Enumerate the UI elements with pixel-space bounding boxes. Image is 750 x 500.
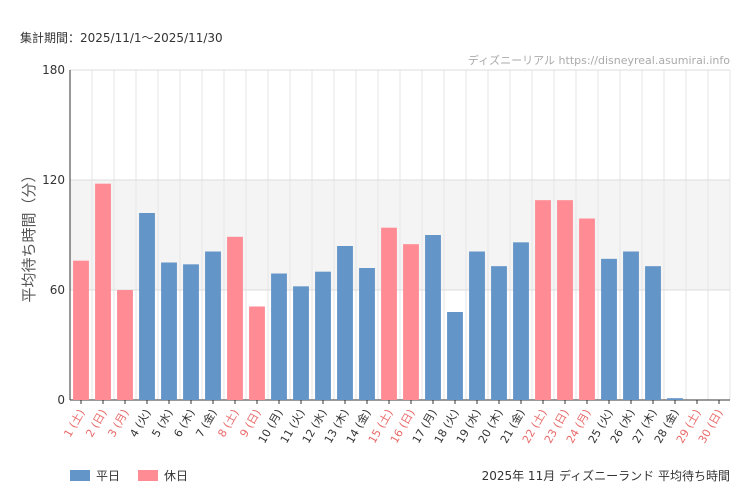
- y-tick-label: 0: [57, 393, 65, 407]
- legend: 平日 休日: [70, 467, 188, 484]
- bar-day-27: [645, 266, 661, 400]
- bar-day-21: [513, 242, 529, 400]
- legend-swatch-weekday: [70, 470, 90, 481]
- bar-day-20: [491, 266, 507, 400]
- y-axis-title: 平均待ち時間（分）: [20, 167, 38, 302]
- legend-label-holiday: 休日: [164, 469, 189, 483]
- legend-swatch-holiday: [138, 470, 159, 481]
- x-tick-label: 6 (木): [171, 407, 197, 440]
- legend-item-holiday: 休日: [138, 467, 188, 484]
- bar-day-15: [381, 227, 397, 400]
- bar-day-1: [73, 260, 89, 400]
- x-tick-label: 3 (月): [105, 407, 131, 440]
- bar-day-7: [205, 251, 221, 400]
- legend-item-weekday: 平日: [70, 467, 120, 484]
- y-tick-label: 60: [50, 283, 65, 297]
- x-tick-label: 5 (水): [149, 407, 175, 440]
- bar-day-14: [359, 268, 375, 400]
- bar-day-25: [601, 258, 617, 400]
- bar-day-9: [249, 306, 265, 400]
- bar-day-5: [161, 262, 177, 400]
- chart-caption: 2025年 11月 ディズニーランド 平均待ち時間: [481, 469, 730, 483]
- bar-day-24: [579, 218, 595, 400]
- bar-day-19: [469, 251, 485, 400]
- bar-day-26: [623, 251, 639, 400]
- bar-day-2: [95, 183, 111, 400]
- bar-day-28: [667, 398, 683, 400]
- bar-day-18: [447, 312, 463, 400]
- bar-day-17: [425, 235, 441, 400]
- bar-day-13: [337, 246, 353, 400]
- bar-day-10: [271, 273, 287, 400]
- legend-label-weekday: 平日: [96, 469, 121, 483]
- x-tick-label: 1 (土): [61, 407, 87, 440]
- bar-day-16: [403, 244, 419, 400]
- x-tick-label: 7 (金): [192, 407, 219, 440]
- bar-day-8: [227, 236, 243, 400]
- bar-day-23: [557, 200, 573, 400]
- bar-day-4: [139, 213, 155, 400]
- x-tick-label: 4 (火): [127, 407, 153, 440]
- bar-day-6: [183, 264, 199, 400]
- bar-day-22: [535, 200, 551, 400]
- y-tick-label: 120: [42, 173, 65, 187]
- x-tick-label: 8 (土): [215, 407, 241, 440]
- y-tick-label: 180: [42, 63, 65, 77]
- bar-day-3: [117, 290, 133, 400]
- source-label: ディズニーリアル https://disneyreal.asumirai.inf…: [467, 54, 730, 67]
- period-label: 集計期間：2025/11/1〜2025/11/30: [20, 31, 223, 45]
- bar-day-12: [315, 271, 331, 400]
- bar-day-11: [293, 286, 309, 400]
- x-tick-label: 2 (日): [83, 407, 109, 440]
